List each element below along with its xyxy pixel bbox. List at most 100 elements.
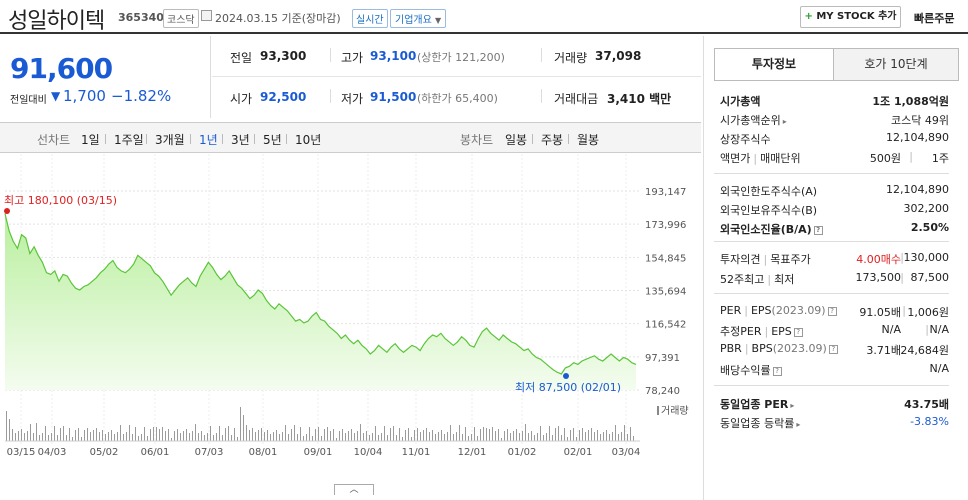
market-cap-value: 1조 1,088억원	[872, 95, 949, 108]
eps-period: (2023.09)	[771, 304, 826, 317]
volume-bar	[249, 430, 250, 441]
volume-bar	[75, 430, 76, 441]
volume-bar	[315, 429, 316, 441]
volume-bar	[414, 430, 415, 441]
divider	[254, 134, 255, 144]
caret-right-icon: ▸	[782, 117, 787, 126]
volume-bar	[363, 433, 364, 441]
caret-down-icon: ▼	[435, 16, 442, 25]
volume-bar	[615, 425, 616, 441]
volume-bar	[558, 426, 559, 441]
volume-bar	[462, 434, 463, 441]
volume-bar	[129, 425, 130, 441]
tab-orderbook-10[interactable]: 호가 10단계	[833, 48, 959, 81]
tab-1d[interactable]: 1일	[81, 133, 100, 147]
separator: |	[744, 342, 749, 355]
separator: |	[902, 304, 906, 317]
volume-bar	[630, 427, 631, 441]
volume-bar	[432, 430, 433, 441]
volume-bar	[498, 429, 499, 441]
volume-bar	[354, 433, 355, 441]
market-cap-rank-label: 시가총액순위 ▸	[720, 112, 787, 128]
volume-bar	[531, 431, 532, 441]
volume-bar	[252, 428, 253, 441]
volume-bar	[450, 425, 451, 441]
x-tick-label: 04/03	[38, 447, 67, 458]
tab-weekly-candle[interactable]: 주봉	[541, 133, 564, 147]
volume-bar	[120, 425, 121, 441]
volume-bar	[54, 426, 55, 441]
volume-bar	[165, 431, 166, 441]
bps-value: 24,684원	[900, 344, 949, 357]
caret-right-icon: ▸	[796, 420, 801, 429]
volume-bar	[240, 407, 241, 441]
listed-shares-value: 12,104,890	[886, 131, 949, 144]
volume-bar	[528, 433, 529, 441]
per-row: PER | EPS(2023.09)? 91.05배 | 1,006원	[720, 304, 949, 322]
volume-bar	[597, 430, 598, 441]
volume-bar	[348, 431, 349, 441]
volume-bar	[465, 427, 466, 441]
week52-high-text: 52주최고	[720, 273, 765, 286]
volume-bar	[153, 427, 154, 441]
quote-date: 2024.03.15 기준(장마감)	[215, 12, 341, 25]
volume-bar	[555, 428, 556, 441]
tab-5y[interactable]: 5년	[263, 133, 282, 147]
divider	[286, 134, 287, 144]
help-icon[interactable]: ?	[772, 367, 782, 376]
separator: |	[764, 325, 769, 338]
quick-order-link[interactable]: 빠른주문	[914, 12, 955, 25]
help-icon[interactable]: ?	[827, 307, 837, 316]
bps-text: BPS	[751, 342, 773, 355]
volume-bar	[258, 430, 259, 441]
volume-bar	[429, 432, 430, 441]
divider	[330, 89, 331, 103]
volume-bar	[441, 430, 442, 441]
foreign-limit-value: 12,104,890	[886, 183, 949, 196]
tab-1y[interactable]: 1년	[199, 133, 218, 147]
tab-10y[interactable]: 10년	[295, 133, 322, 147]
foreign-exhaust-label: 외국인소진율(B/A)?	[720, 221, 823, 237]
volume-bar	[156, 427, 157, 441]
est-per-row: 추정PER | EPS? N/A | N/A	[720, 323, 949, 341]
volume-bar	[90, 432, 91, 441]
volume-bar	[42, 433, 43, 441]
tab-daily-candle[interactable]: 일봉	[505, 133, 528, 147]
price-chart-svg[interactable]: 193,147 173,996 154,845 135,694 116,542 97,39…	[0, 154, 701, 484]
chart-collapse-toggle[interactable]: ︿	[334, 484, 374, 495]
realtime-button[interactable]: 실시간	[352, 9, 388, 28]
help-icon[interactable]: ?	[813, 226, 823, 235]
volume-bar	[333, 429, 334, 441]
separator: |	[753, 152, 758, 165]
help-icon[interactable]: ?	[828, 345, 838, 354]
corp-overview-dropdown[interactable]: 기업개요 ▼	[390, 9, 447, 28]
tab-investment-info[interactable]: 투자정보	[714, 48, 834, 81]
volume-bar	[561, 435, 562, 441]
divider	[541, 89, 542, 103]
help-icon[interactable]: ?	[793, 328, 803, 337]
volume-bar	[225, 428, 226, 441]
volume-bar	[519, 433, 520, 441]
sector-change-value: -3.83%	[910, 415, 949, 428]
volume-bar	[78, 428, 79, 441]
tab-1w[interactable]: 1주일	[114, 133, 144, 147]
volume-bar	[150, 429, 151, 441]
stats-row-1: 전일 93,300 고가 93,100 (상한가 121,200) 거래량 37…	[212, 36, 701, 77]
price-chart[interactable]: 193,147 173,996 154,845 135,694 116,542 97,39…	[0, 154, 701, 484]
volume-bar	[600, 434, 601, 441]
opinion-group: 투자의견 | 목표주가 4.00매수 | 130,000 52주최고 | 최저 173,500 |…	[714, 244, 949, 294]
tab-3y[interactable]: 3년	[231, 133, 250, 147]
sector-change-text: 동일업종 등락률	[720, 417, 795, 430]
volume-bar	[39, 435, 40, 441]
volume-bar	[105, 434, 106, 441]
separator: |	[909, 150, 913, 163]
y-tick-label: 116,542	[645, 320, 686, 331]
tab-3m[interactable]: 3개월	[155, 133, 185, 147]
volume-bar	[318, 427, 319, 441]
tab-monthly-candle[interactable]: 월봉	[577, 133, 600, 147]
volume-bar	[6, 411, 7, 441]
my-stock-add-button[interactable]: + MY STOCK 추가	[800, 6, 901, 28]
volume-bar	[159, 429, 160, 441]
stock-name: 성일하이텍	[8, 9, 105, 34]
my-stock-add-label: MY STOCK 추가	[816, 11, 897, 22]
